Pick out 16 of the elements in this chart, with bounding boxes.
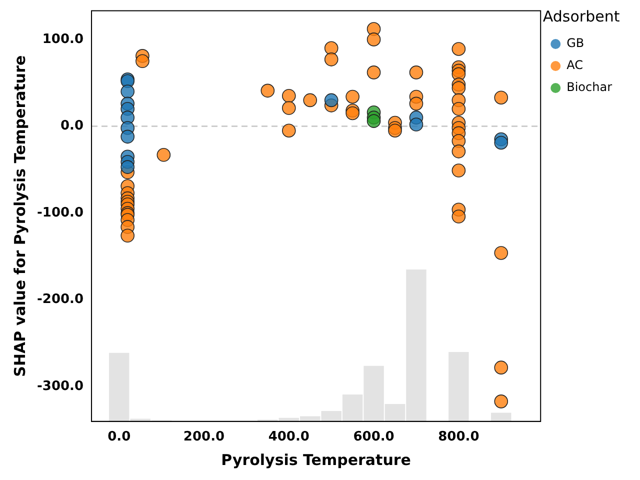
y-tick-label: 0.0 (60, 118, 84, 134)
x-tick-label: 800.0 (438, 430, 480, 445)
x-tick-label: 400.0 (268, 430, 310, 445)
y-tick-label: 100.0 (42, 32, 84, 47)
y-tick-label: -100.0 (37, 205, 84, 220)
x-tick-label: 200.0 (183, 430, 225, 445)
legend-title: Adsorbent (542, 7, 620, 26)
x-axis-title: Pyrolysis Temperature (221, 450, 411, 469)
x-tick-label: 600.0 (353, 430, 394, 445)
legend-label: Biochar (566, 80, 612, 94)
y-tick-label: -300.0 (37, 379, 84, 394)
legend-label: AC (566, 58, 583, 72)
x-tick-label: 0.0 (108, 430, 131, 445)
legend-label: GB (566, 36, 584, 50)
y-tick-label: -200.0 (37, 292, 84, 308)
y-axis-title: SHAP value for Pyrolysis Temperature (10, 55, 29, 377)
